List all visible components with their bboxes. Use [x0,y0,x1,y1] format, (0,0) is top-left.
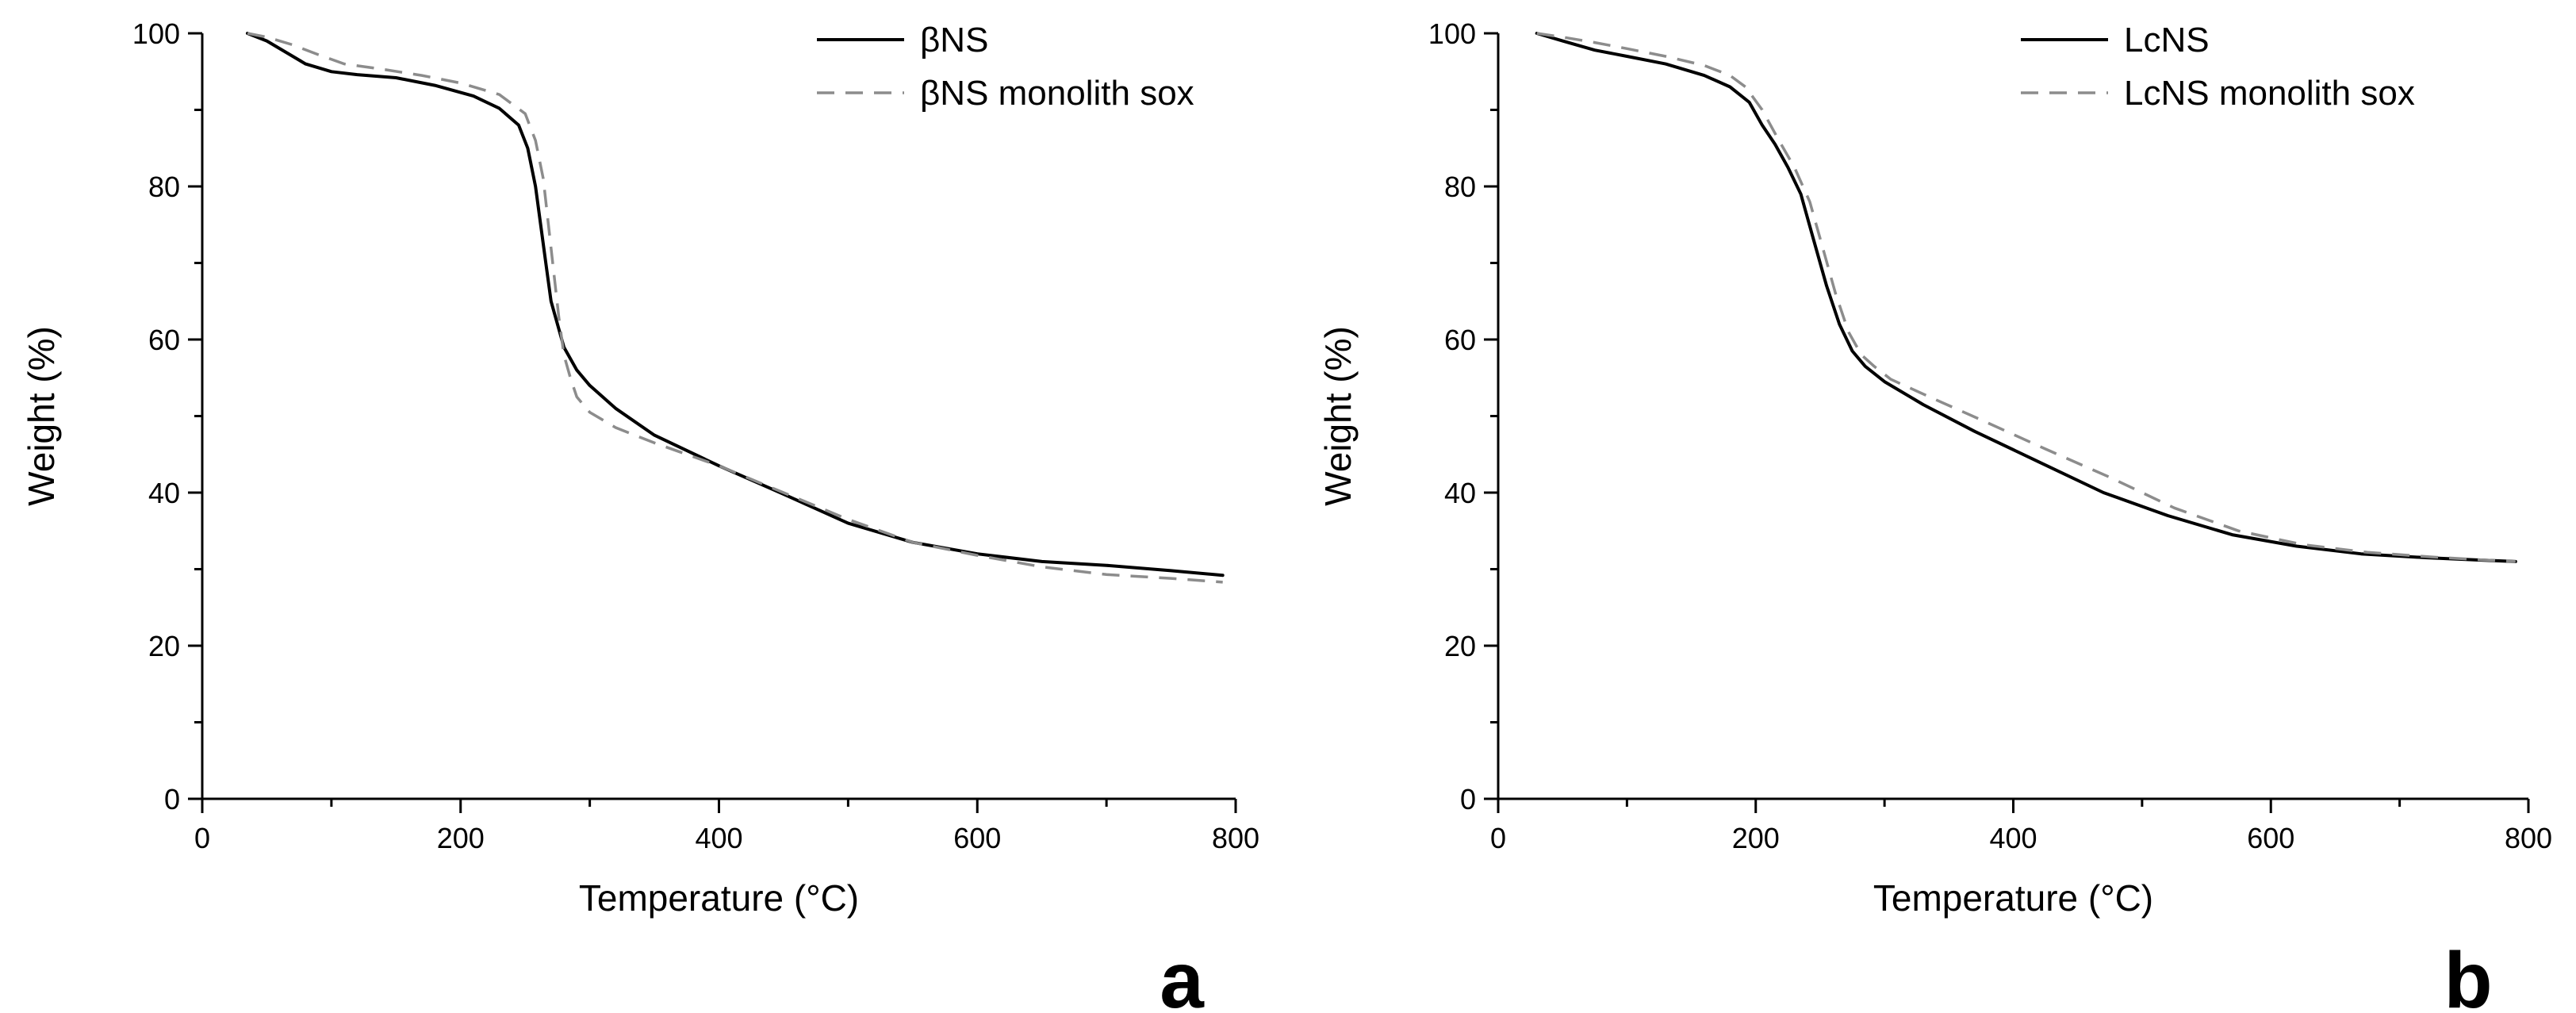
panel-a-y-tick-label: 80 [148,171,180,203]
panel-b-y-tick-label: 0 [1460,783,1476,815]
panel-a-x-tick-label: 400 [695,822,742,854]
panel-b-y-tick-label: 80 [1444,171,1476,203]
panel-a-series-line-2 [247,32,1223,584]
panel-a-y-tick-label: 20 [148,630,180,662]
panel-a-legend-label-2: βNS monolith sox [920,74,1194,113]
panel-a-y-tick-label: 100 [132,17,180,50]
panel-a-x-tick-label: 0 [194,822,210,854]
panel-b-series-line-1 [1535,32,2517,563]
panel-a-legend-label-1: βNS [920,21,988,59]
panel-b-x-tick-label: 400 [1989,822,2037,854]
panel-b-x-tick-label: 800 [2505,822,2552,854]
panel-b-panel-label: b [2444,936,2492,1013]
panel-a-panel-label: a [1160,936,1205,1013]
panel-b-y-tick-label: 40 [1444,477,1476,509]
panel-a-y-tick-label: 60 [148,324,180,356]
panel-a-series-line-1 [246,32,1225,577]
panel-a-x-axis-title: Temperature (°C) [579,877,859,919]
panel-b-y-axis-title: Weight (%) [1317,326,1359,506]
panel-b-x-tick-label: 0 [1490,822,1506,854]
panel-b-x-tick-label: 200 [1732,822,1780,854]
panel-a-y-axis-title: Weight (%) [21,326,62,506]
panel-a-y-tick-label: 40 [148,477,180,509]
panel-b-y-tick-label: 20 [1444,630,1476,662]
panel-b-legend-label-1: LcNS [2124,21,2210,59]
panel-b-x-axis-title: Temperature (°C) [1873,877,2153,919]
panel-b-series-line-2 [1536,32,2516,563]
panel-a-x-tick-label: 800 [1212,822,1259,854]
panel-a-y-tick-label: 0 [164,783,180,815]
panel-a-x-tick-label: 200 [437,822,485,854]
panel-b-x-tick-label: 600 [2247,822,2294,854]
panel-b-legend-label-2: LcNS monolith sox [2124,74,2415,113]
panel-b-y-tick-label: 100 [1428,17,1476,50]
panel-a-x-tick-label: 600 [953,822,1001,854]
panel-b-y-tick-label: 60 [1444,324,1476,356]
